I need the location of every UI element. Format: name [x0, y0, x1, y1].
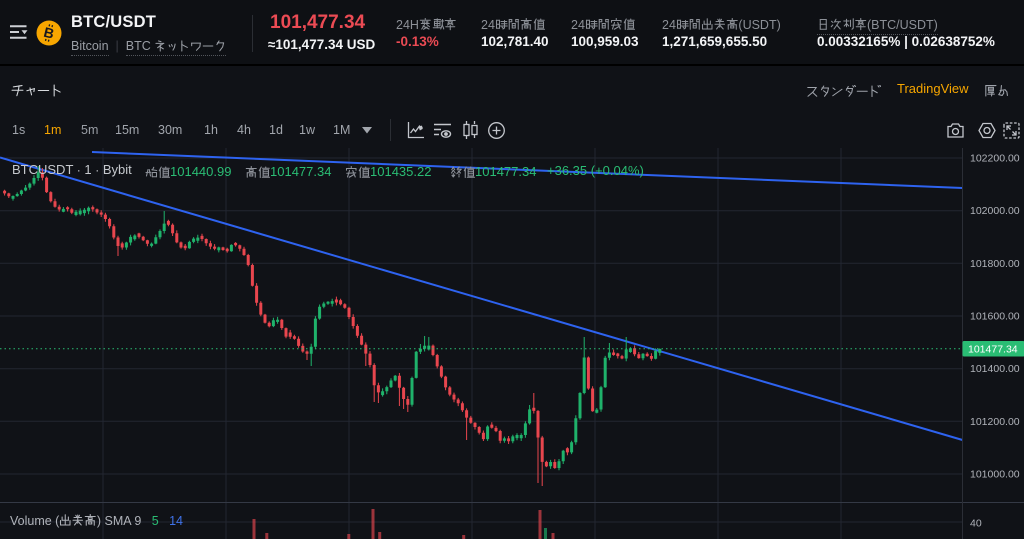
svg-text:101000.00: 101000.00 [970, 469, 1020, 481]
svg-text:102200.00: 102200.00 [970, 153, 1020, 165]
svg-text:101600.00: 101600.00 [970, 311, 1020, 323]
svg-text:40: 40 [970, 518, 982, 530]
svg-text:101477.34: 101477.34 [968, 344, 1018, 356]
svg-text:101400.00: 101400.00 [970, 363, 1020, 375]
svg-text:102000.00: 102000.00 [970, 205, 1020, 217]
svg-text:B: B [42, 24, 56, 42]
svg-text:101200.00: 101200.00 [970, 416, 1020, 428]
svg-text:101800.00: 101800.00 [970, 258, 1020, 270]
